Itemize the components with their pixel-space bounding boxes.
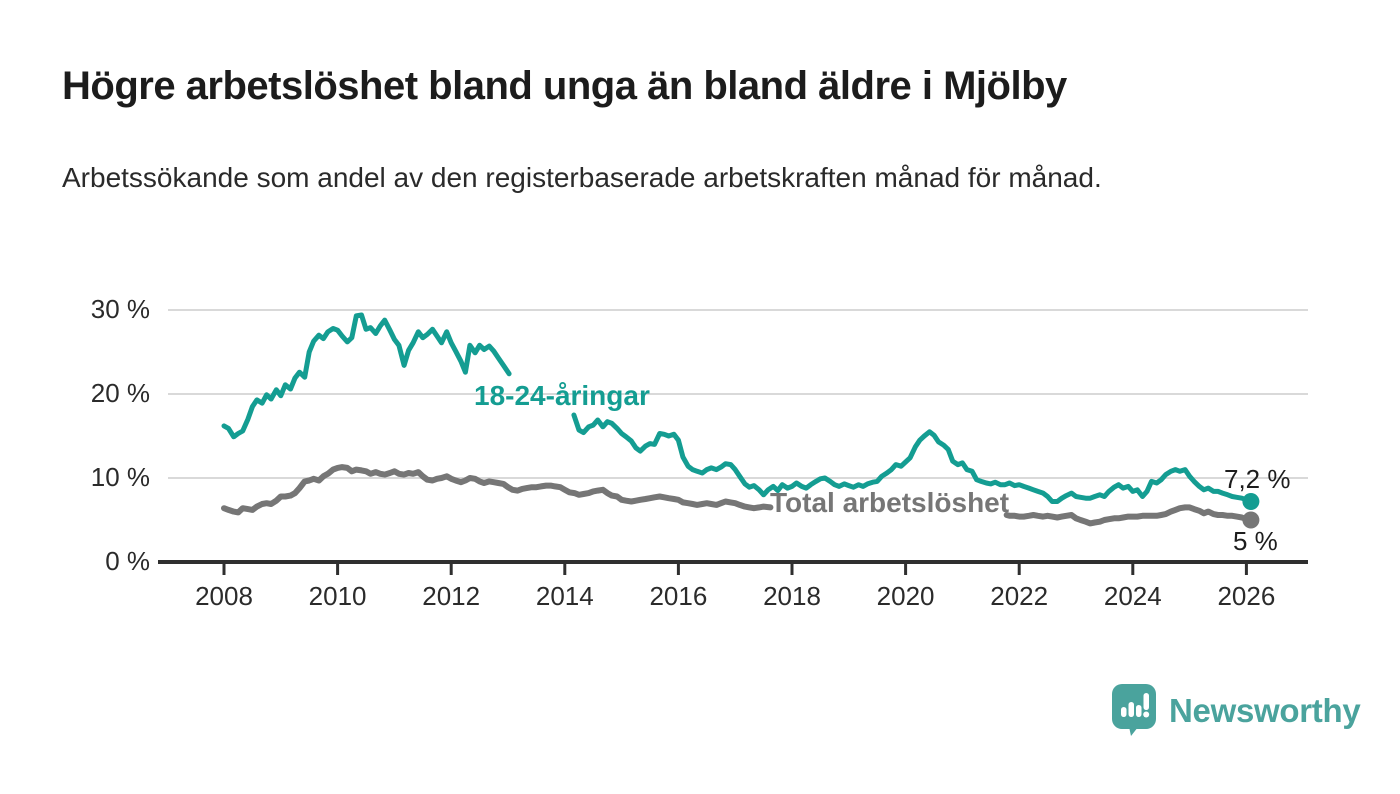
y-tick-label: 10 %: [90, 462, 150, 492]
x-tick-label: 2012: [422, 581, 481, 611]
end-value-label-total: 5 %: [1233, 526, 1278, 556]
x-tick-label: 2022: [990, 581, 1049, 611]
page-title: Högre arbetslöshet bland unga än bland ä…: [62, 64, 1067, 108]
series-label-total: Total arbetslöshet: [770, 487, 1010, 518]
x-tick-label: 2016: [649, 581, 708, 611]
newsworthy-bubble-chart-icon: [1112, 684, 1156, 736]
series-line: [571, 412, 1254, 504]
end-value-label-young: 7,2 %: [1224, 464, 1291, 494]
series-line: [221, 464, 774, 516]
newsworthy-logo: Newsworthy: [1112, 684, 1361, 736]
series-line: [1003, 504, 1254, 527]
series-end-dot: [1242, 511, 1260, 529]
x-tick-label: 2024: [1103, 581, 1162, 611]
x-tick-label: 2008: [195, 581, 253, 611]
x-tick-label: 2010: [308, 581, 367, 611]
y-tick-label: 30 %: [90, 294, 150, 324]
y-tick-label: 0 %: [105, 546, 150, 576]
x-tick-label: 2018: [763, 581, 821, 611]
series-label-young: 18-24-åringar: [474, 380, 650, 411]
x-tick-label: 2026: [1217, 581, 1276, 611]
x-tick-label: 2014: [535, 581, 594, 611]
y-tick-label: 20 %: [90, 378, 150, 408]
x-tick-label: 2020: [876, 581, 935, 611]
series-line: [221, 312, 512, 440]
chart-subtitle: Arbetssökande som andel av den registerb…: [62, 162, 1102, 193]
newsworthy-wordmark: Newsworthy: [1169, 691, 1361, 729]
series-end-dot: [1242, 493, 1260, 510]
